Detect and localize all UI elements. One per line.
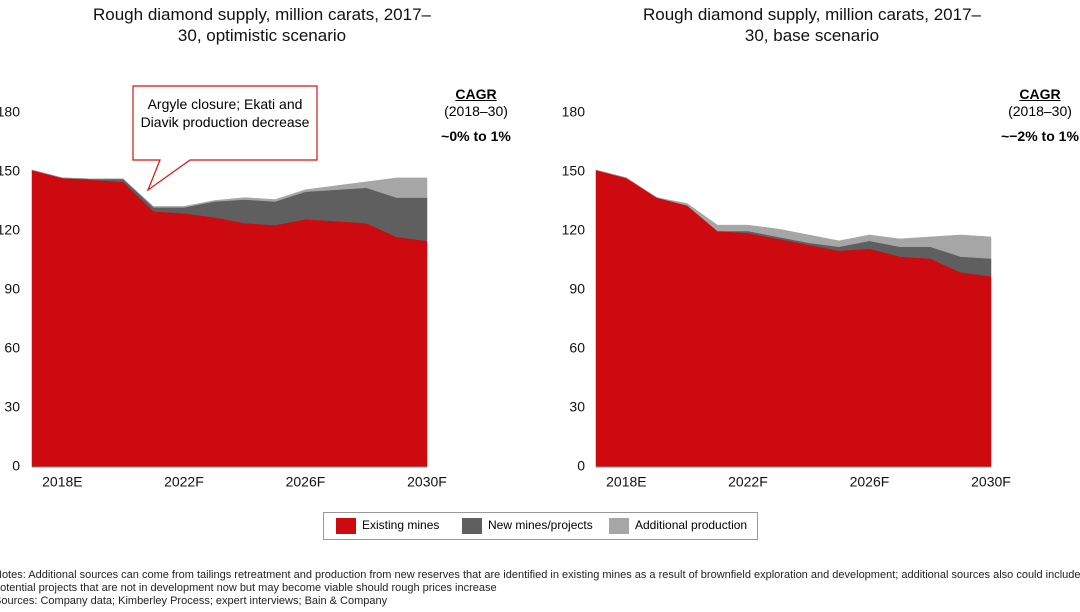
y-tick-label: 60 — [4, 340, 20, 356]
notes-text: Notes: Additional sources can come from … — [0, 569, 1080, 594]
legend: Existing mines New mines/projects Addition… — [323, 512, 758, 540]
legend-label: New mines/projects — [488, 518, 593, 533]
area — [595, 169, 992, 468]
x-tick-label: 2018E — [606, 474, 646, 490]
y-tick-label: 30 — [4, 399, 20, 415]
area — [31, 169, 428, 208]
annotation: Argyle closure; Ekati and Diavik product… — [140, 96, 310, 130]
y-tick-label: 90 — [4, 281, 20, 297]
x-tick-label: 2018E — [42, 474, 82, 490]
legend-item: Existing mines — [336, 518, 439, 534]
y-tick-label: 60 — [569, 340, 585, 356]
cagr-period: (2018–30) — [444, 103, 508, 119]
x-tick-label: 2026F — [286, 474, 326, 490]
y-tick-label: 30 — [569, 399, 585, 415]
cagr: CAGR (2018–30) ~−2% to 1% — [985, 86, 1080, 145]
legend-swatch — [336, 518, 356, 534]
legend-label: Existing mines — [362, 518, 440, 533]
x-tick-label: 2022F — [728, 474, 768, 490]
x-tick-label: 2026F — [850, 474, 890, 490]
cagr-title: CAGR — [1019, 86, 1061, 102]
legend-label: Additional production — [635, 518, 748, 533]
cagr-value: ~0% to 1% — [441, 128, 511, 144]
callout-box — [132, 85, 318, 192]
x-tick-label: 2030F — [971, 474, 1011, 490]
y-tick-label: 120 — [562, 222, 586, 238]
notes: Notes: Additional sources can come from … — [0, 569, 1080, 608]
y-tick-label: 150 — [0, 163, 20, 179]
y-tick-label: 180 — [0, 104, 20, 120]
y-tick-label: 0 — [577, 458, 585, 474]
legend-item: Additional production — [609, 518, 747, 534]
sources-text: Sources: Company data; Kimberley Process… — [0, 595, 388, 607]
x-tick-label: 2030F — [407, 474, 447, 490]
x-tick-label: 2022F — [164, 474, 204, 490]
area — [595, 169, 992, 259]
legend-swatch — [462, 518, 482, 534]
chart-title: Rough diamond supply, million carats, 20… — [93, 5, 431, 45]
cagr: CAGR (2018–30) ~0% to 1% — [421, 86, 531, 145]
y-tick-label: 120 — [0, 222, 20, 238]
legend-swatch — [609, 518, 629, 534]
cagr-title: CAGR — [455, 86, 497, 102]
cagr-period: (2018–30) — [1008, 103, 1072, 119]
y-tick-label: 90 — [569, 281, 585, 297]
y-tick-label: 150 — [562, 163, 586, 179]
cagr-value: ~−2% to 1% — [1001, 128, 1079, 144]
y-tick-label: 180 — [562, 104, 586, 120]
legend-item: New mines/projects — [462, 518, 593, 534]
chart-title: Rough diamond supply, million carats, 20… — [643, 5, 981, 45]
y-tick-label: 0 — [12, 458, 20, 474]
